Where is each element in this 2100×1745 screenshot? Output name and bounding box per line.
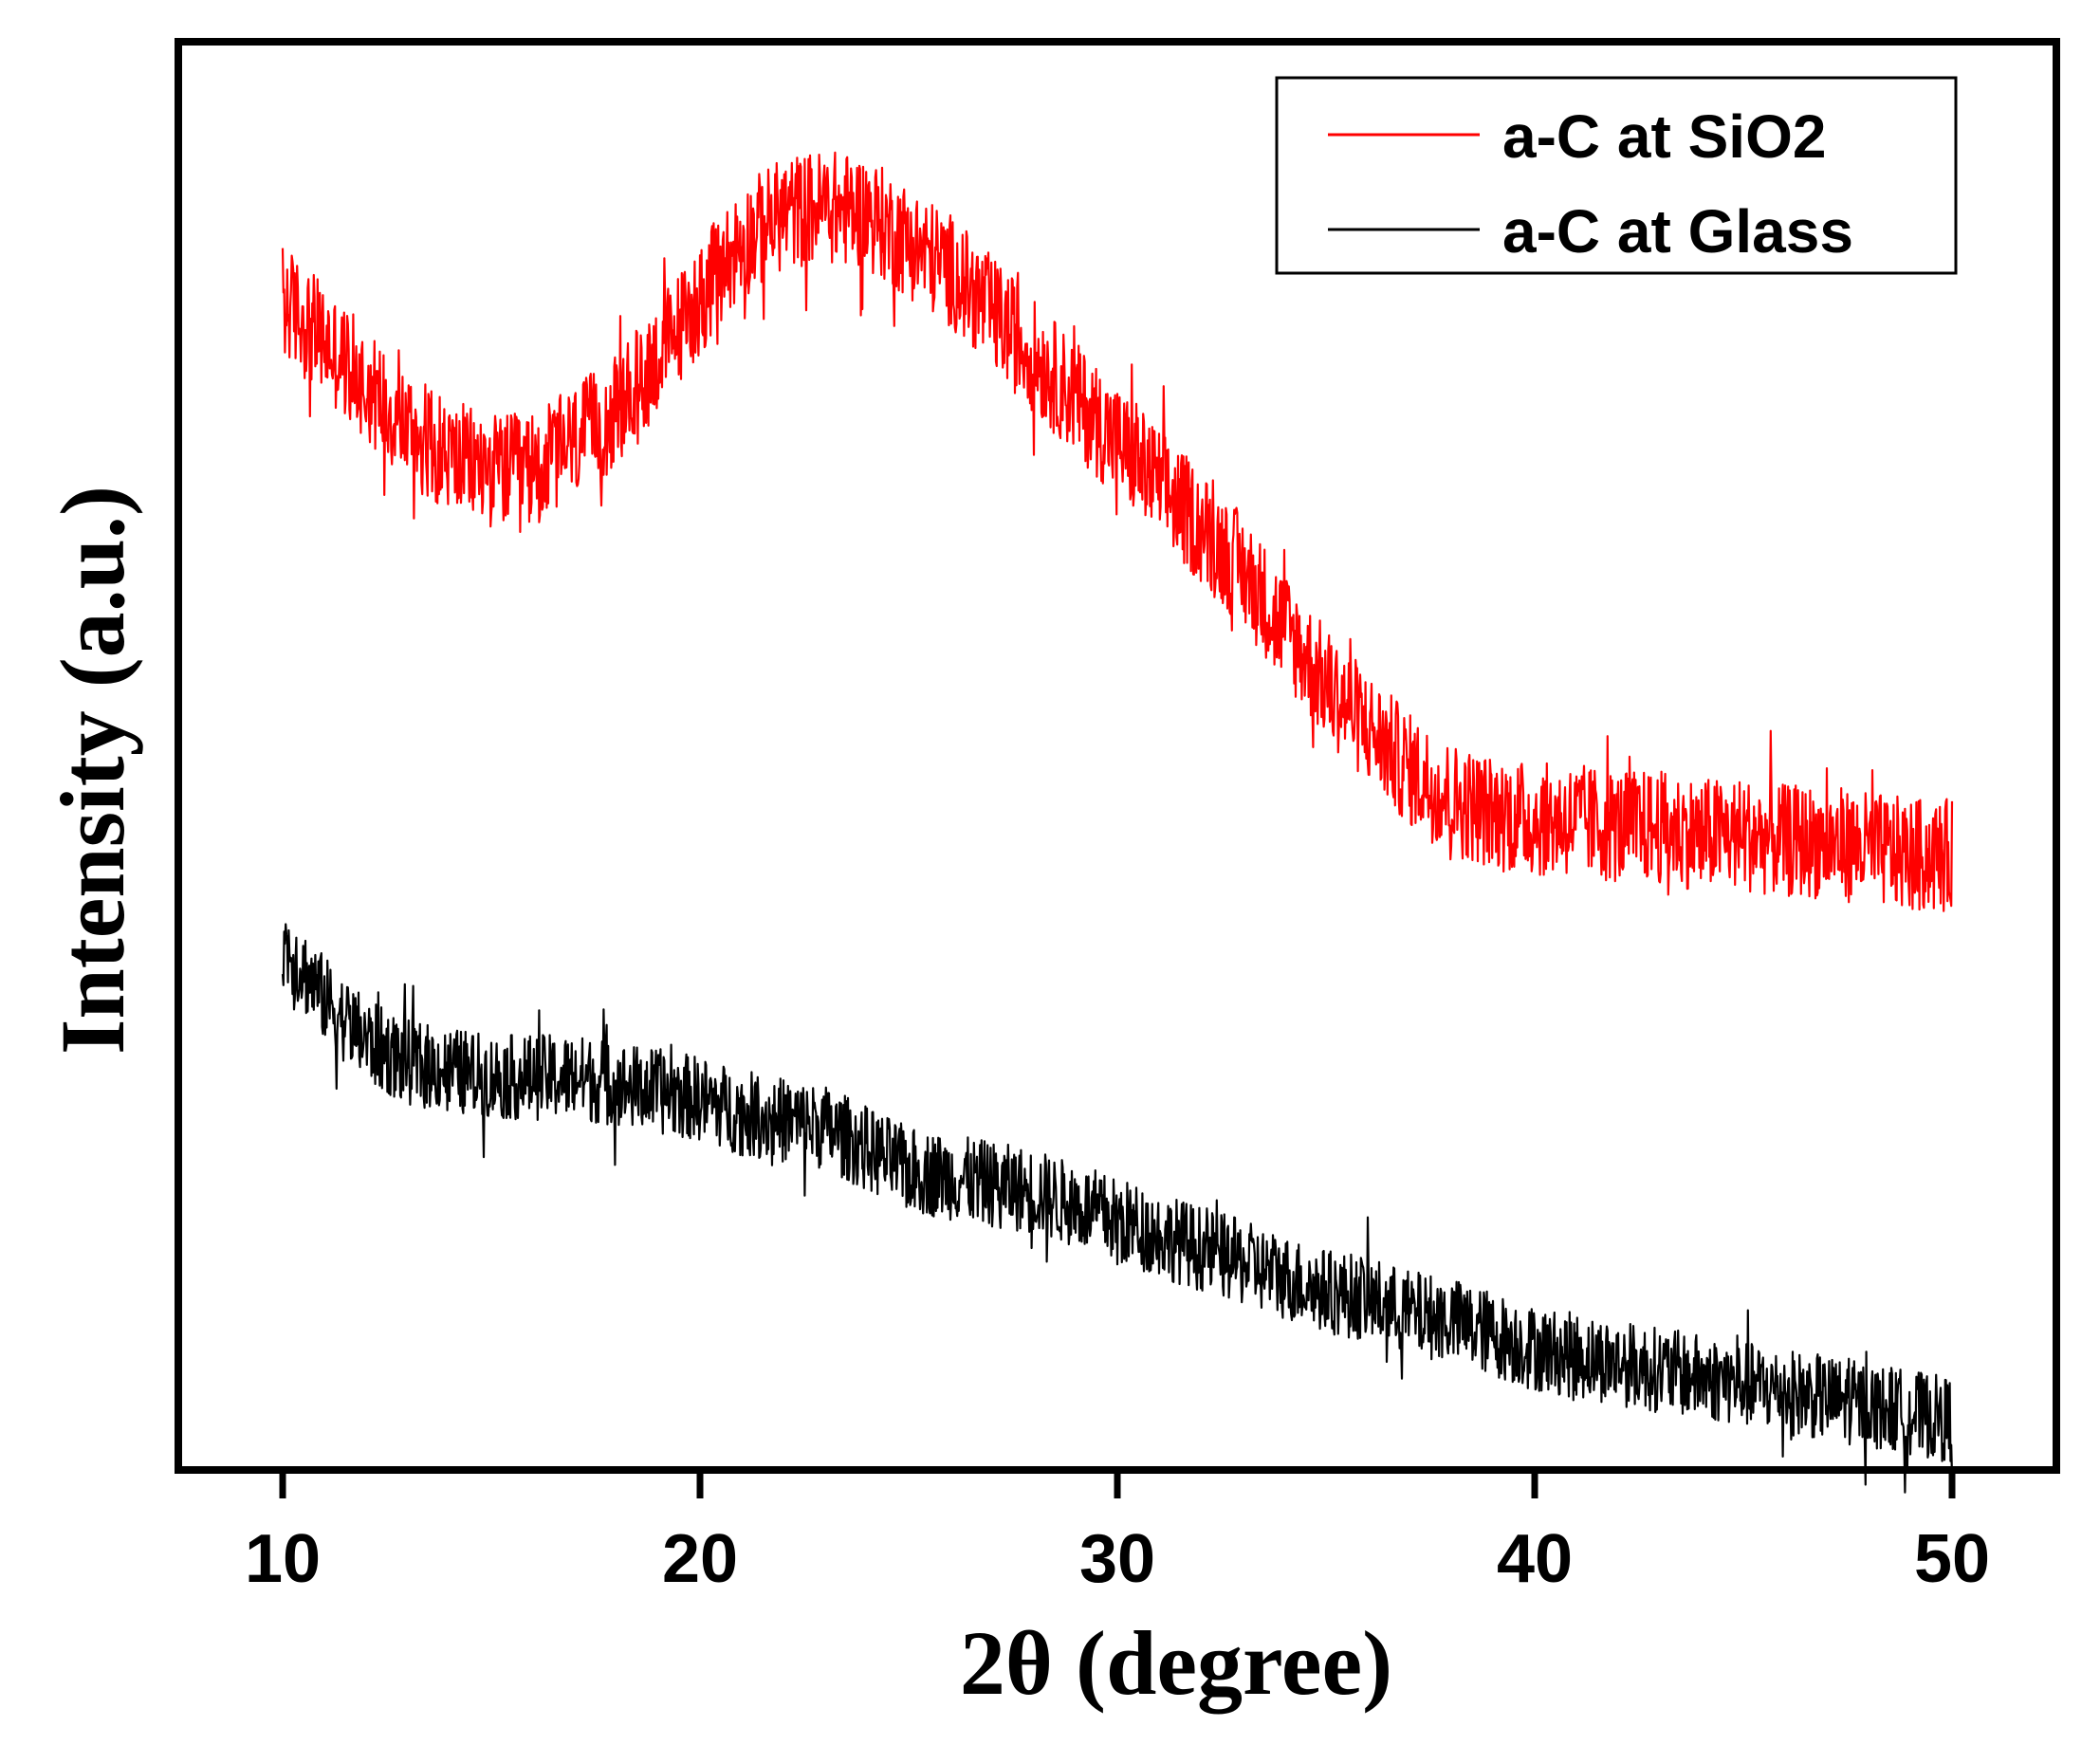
- x-axis-ticks: 10 20 30 40 50: [245, 1470, 1990, 1597]
- y-axis-title: Intensity (a.u.): [42, 486, 143, 1055]
- legend-label-sio2: a-C at SiO2: [1502, 102, 1826, 171]
- series-line-sio2: [281, 151, 1954, 912]
- legend-label-glass: a-C at Glass: [1502, 197, 1853, 266]
- x-tick-label-10: 10: [245, 1521, 321, 1597]
- x-tick-label-50: 50: [1914, 1521, 1990, 1597]
- x-tick-label-30: 30: [1079, 1521, 1155, 1597]
- x-tick-label-20: 20: [662, 1521, 738, 1597]
- series-line-glass: [281, 923, 1954, 1494]
- legend: a-C at SiO2 a-C at Glass: [1275, 76, 1958, 275]
- x-axis-title: 2θ (degree): [960, 1612, 1392, 1714]
- series-layer: [281, 151, 1954, 1494]
- x-tick-label-40: 40: [1497, 1521, 1573, 1597]
- legend-box: [1275, 76, 1958, 275]
